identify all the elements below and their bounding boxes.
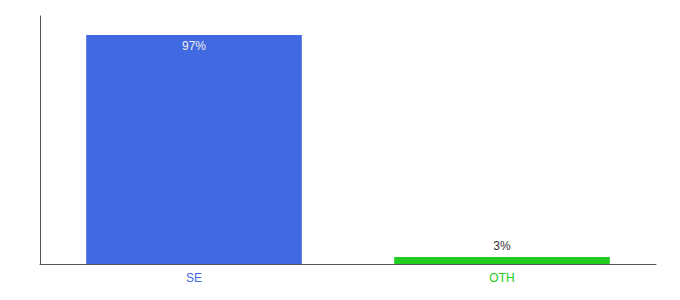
svg-text:SE: SE <box>186 271 202 285</box>
svg-text:3%: 3% <box>493 239 511 253</box>
svg-text:97%: 97% <box>182 39 206 53</box>
svg-text:OTH: OTH <box>489 271 514 285</box>
